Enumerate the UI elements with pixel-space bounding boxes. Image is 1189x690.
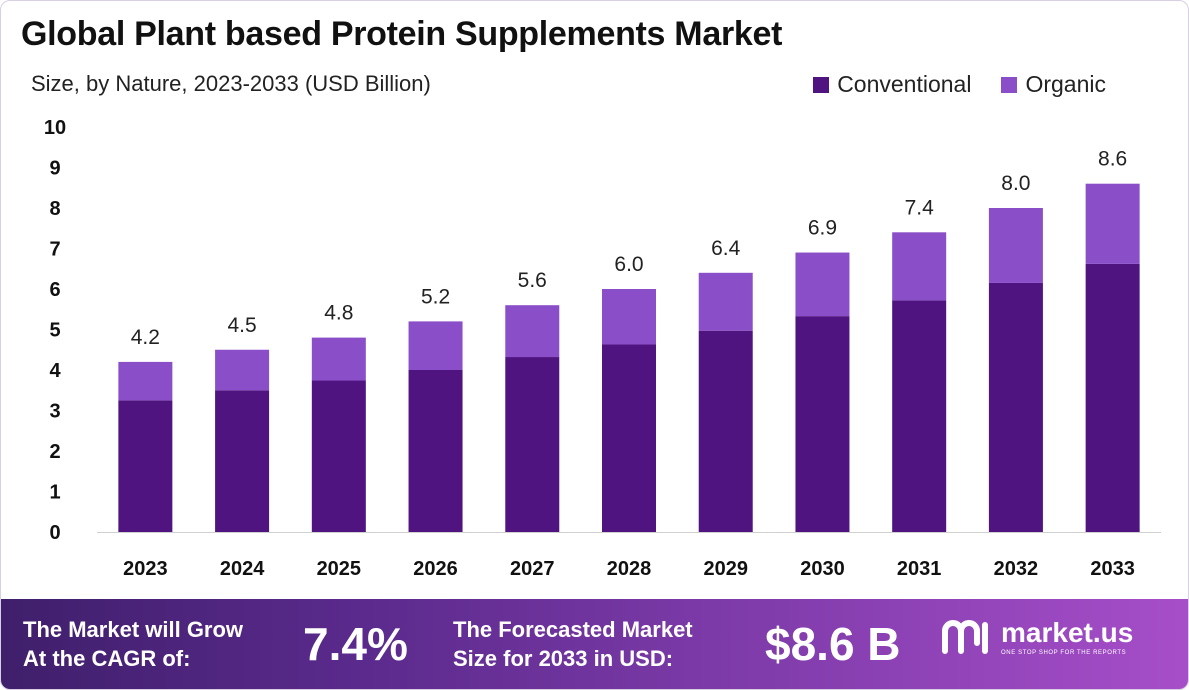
y-tick-label: 0 [49,522,60,544]
x-tick-label-2024: 2024 [220,558,265,580]
legend-swatch-organic [1001,76,1018,93]
x-tick-label-2030: 2030 [800,558,845,580]
cagr-value: 7.4% [303,618,408,670]
x-tick-label-2027: 2027 [510,558,555,580]
x-tick-label-2026: 2026 [413,558,458,580]
y-tick-label: 9 [49,158,60,180]
bar-chart: 0 1 2 3 4 5 6 7 8 9 10 4.2 2023 4.5 2024 4.8 2025 5.2 2026… [44,117,1161,580]
total-label-2028: 6.0 [614,253,643,276]
market-us-logo-icon [942,620,988,654]
brand-tagline: ONE STOP SHOP FOR THE REPORTS [1001,649,1127,656]
total-label-2024: 4.5 [227,314,256,337]
bar-conventional-2027 [505,357,560,532]
y-tick-label: 1 [49,482,60,504]
legend-item-organic: Organic [1001,71,1106,98]
bar-conventional-2028 [602,344,656,532]
chart-subtitle: Size, by Nature, 2023-2033 (USD Billion) [31,71,431,96]
bar-organic-2024 [215,349,270,391]
chart-title: Global Plant based Protein Supplements M… [21,15,783,53]
total-label-2023: 4.2 [131,326,160,349]
bar-organic-2029 [698,272,753,331]
x-tick-label-2023: 2023 [123,558,168,580]
bar-organic-2025 [311,337,366,381]
forecast-label-line1: The Forecasted Market [453,617,693,642]
cagr-label-line1: The Market will Grow [23,617,244,642]
y-tick-label: 8 [49,198,60,220]
bar-conventional-2026 [408,370,463,532]
cagr-label: The Market will Grow At the CAGR of: [23,615,243,673]
bar-conventional-2029 [698,330,753,532]
bar-organic-2031 [892,232,947,301]
y-tick-label: 3 [49,401,60,423]
bar-organic-2028 [602,289,656,345]
legend-label-organic: Organic [1025,71,1106,97]
y-tick-label: 7 [49,239,60,261]
bar-conventional-2025 [311,380,366,532]
x-tick-label-2032: 2032 [994,558,1039,580]
total-label-2025: 4.8 [324,302,353,325]
forecast-label-line2: Size for 2033 in USD: [453,646,674,671]
legend-item-conventional: Conventional [813,71,971,98]
bar-conventional-2023 [118,400,173,532]
total-label-2033: 8.6 [1098,148,1127,171]
bar-conventional-2030 [795,316,850,532]
y-tick-label: 5 [49,320,60,342]
forecast-value: $8.6 B [765,618,901,670]
legend-swatch-conventional [813,76,830,93]
total-label-2030: 6.9 [808,217,837,240]
y-tick-label: 4 [49,360,61,382]
x-tick-label-2028: 2028 [607,558,652,580]
legend: Conventional Organic [813,71,1106,98]
total-label-2026: 5.2 [421,285,450,308]
bar-organic-2030 [795,252,850,317]
bar-conventional-2024 [215,390,270,532]
brand-name: market.us [1001,616,1134,648]
brand-logo: market.us ONE STOP SHOP FOR THE REPORTS [941,617,1133,657]
forecast-label: The Forecasted Market Size for 2033 in U… [453,615,693,673]
cagr-label-line2: At the CAGR of: [23,646,191,671]
y-tick-label: 10 [44,117,66,139]
total-label-2029: 6.4 [711,237,741,260]
x-tick-label-2031: 2031 [897,558,942,580]
x-tick-label-2029: 2029 [703,558,748,580]
bar-organic-2027 [505,305,560,358]
bar-organic-2032 [988,208,1043,283]
legend-label-conventional: Conventional [837,71,972,97]
bar-organic-2033 [1085,183,1140,264]
total-label-2032: 8.0 [1001,172,1030,195]
total-label-2031: 7.4 [905,196,935,219]
y-tick-label: 2 [49,441,60,463]
footer-banner: The Market will Grow At the CAGR of: 7.4… [1,599,1188,689]
x-tick-label-2033: 2033 [1090,558,1135,580]
y-tick-label: 6 [49,279,60,301]
bar-organic-2023 [118,361,173,401]
bar-organic-2026 [408,321,463,370]
total-label-2027: 5.6 [518,269,547,292]
x-tick-label-2025: 2025 [317,558,362,580]
bar-conventional-2031 [892,300,947,532]
bar-conventional-2033 [1085,263,1140,532]
bar-conventional-2032 [988,282,1043,532]
